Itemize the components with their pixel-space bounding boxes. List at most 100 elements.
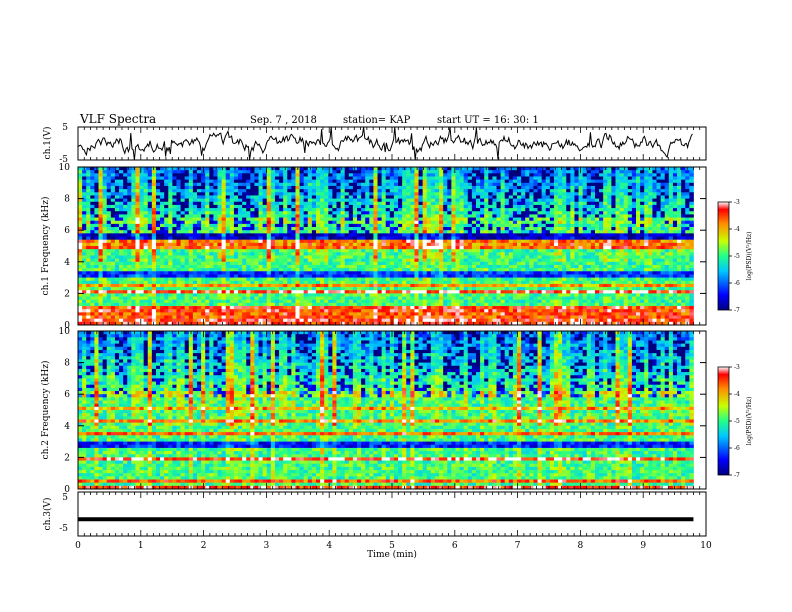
spectrogram-cell [365, 224, 370, 228]
spectrogram-cell [484, 180, 489, 184]
spectrogram-cell [246, 205, 251, 209]
spectrogram-cell [361, 262, 366, 266]
spectrogram-cell [517, 227, 522, 231]
spectrogram-cell [689, 189, 694, 193]
spectrogram-cell [661, 268, 666, 272]
spectrogram-cell [365, 192, 370, 196]
spectrogram-cell [648, 249, 653, 253]
spectrogram-cell [378, 265, 383, 269]
spectrogram-cell [562, 167, 567, 171]
spectrogram-cell [685, 233, 690, 237]
spectrogram-cell [295, 243, 300, 247]
spectrogram-cell [271, 176, 276, 180]
spectrogram-cell [152, 271, 157, 275]
spectrogram-cell [464, 249, 469, 253]
spectrogram-cell [222, 192, 227, 196]
spectrogram-cell [595, 233, 600, 237]
spectrogram-cell [324, 176, 329, 180]
spectrogram-cell [107, 208, 112, 212]
spectrogram-cell [513, 224, 518, 228]
spectrogram-cell [205, 240, 210, 244]
spectrogram-cell [357, 246, 362, 250]
spectrogram-cell [127, 249, 131, 253]
spectrogram-cell [148, 192, 153, 196]
spectrogram-cell [488, 173, 493, 177]
spectrogram-cell [304, 240, 309, 244]
spectrogram-cell [628, 233, 633, 237]
spectrogram-cell [685, 252, 690, 256]
spectrogram-cell [435, 227, 440, 231]
spectrogram-cell [591, 246, 596, 250]
spectrogram-cell [144, 173, 149, 177]
spectrogram-cell [673, 192, 678, 196]
spectrogram-cell [259, 221, 264, 225]
spectrogram-cell [103, 189, 108, 193]
spectrogram-cell [689, 176, 694, 180]
spectrogram-cell [209, 214, 214, 218]
spectrogram-cell [402, 246, 407, 250]
spectrogram-cell [107, 262, 112, 266]
spectrogram-cell [542, 233, 547, 237]
spectrogram-cell [591, 249, 596, 253]
spectrogram-cell [677, 230, 682, 234]
spectrogram-cell [181, 180, 186, 184]
spectrogram-cell [234, 214, 239, 218]
spectrogram-cell [320, 202, 325, 206]
spectrogram-cell [689, 214, 694, 218]
spectrogram-cell [488, 199, 493, 203]
spectrogram-cell [669, 180, 674, 184]
spectrogram-cell [394, 255, 399, 259]
spectrogram-cell [558, 214, 563, 218]
spectrogram-cell [226, 252, 231, 256]
spectrogram-cell [509, 202, 514, 206]
spectrogram-cell [587, 208, 592, 212]
spectrogram-cell [226, 227, 231, 231]
spectrogram-cell [488, 262, 493, 266]
spectrogram-cell [505, 218, 510, 222]
spectrogram-cell [451, 237, 456, 241]
spectrogram-cell [464, 189, 469, 193]
spectrogram-cell [357, 186, 362, 190]
spectrogram-cell [632, 233, 637, 237]
spectrogram-cell [624, 214, 629, 218]
spectrogram-cell [160, 195, 165, 199]
spectrogram-cell [357, 268, 362, 272]
spectrogram-cell [665, 240, 670, 244]
spectrogram-cell [160, 249, 165, 253]
spectrogram-cell [689, 227, 694, 231]
spectrogram-cell [181, 211, 186, 215]
spectrogram-cell [127, 186, 131, 190]
spectrogram-cell [410, 265, 415, 269]
spectrogram-cell [443, 255, 448, 259]
spectrogram-cell [316, 255, 321, 259]
spectrogram-cell [665, 230, 670, 234]
spectrogram-cell [484, 237, 489, 241]
spectrogram-cell [226, 249, 231, 253]
spectrogram-cell [197, 211, 202, 215]
spectrogram-cell [513, 268, 518, 272]
spectrogram-cell [488, 186, 493, 190]
spectrogram-cell [566, 246, 571, 250]
spectrogram-cell [591, 221, 596, 225]
spectrogram-cell [652, 246, 657, 250]
spectrogram-cell [230, 233, 235, 237]
spectrogram-cell [439, 230, 444, 234]
spectrogram-cell [164, 170, 169, 174]
spectrogram-cell [234, 246, 239, 250]
spectrogram-cell [591, 199, 596, 203]
spectrogram-cell [189, 183, 194, 187]
spectrogram-cell [620, 230, 625, 234]
spectrogram-cell [673, 259, 678, 263]
spectrogram-cell [538, 195, 543, 199]
spectrogram-cell [336, 237, 341, 241]
spectrogram-cell [152, 265, 157, 269]
spectrogram-cell [460, 202, 465, 206]
spectrogram-cell [640, 189, 645, 193]
spectrogram-cell [513, 233, 518, 237]
spectrogram-cell [304, 243, 309, 247]
spectrogram-cell [583, 265, 588, 269]
spectrogram-cell [111, 268, 116, 272]
spectrogram-cell [390, 255, 395, 259]
spectrogram-cell [185, 271, 190, 275]
spectrogram-cell [591, 255, 596, 259]
